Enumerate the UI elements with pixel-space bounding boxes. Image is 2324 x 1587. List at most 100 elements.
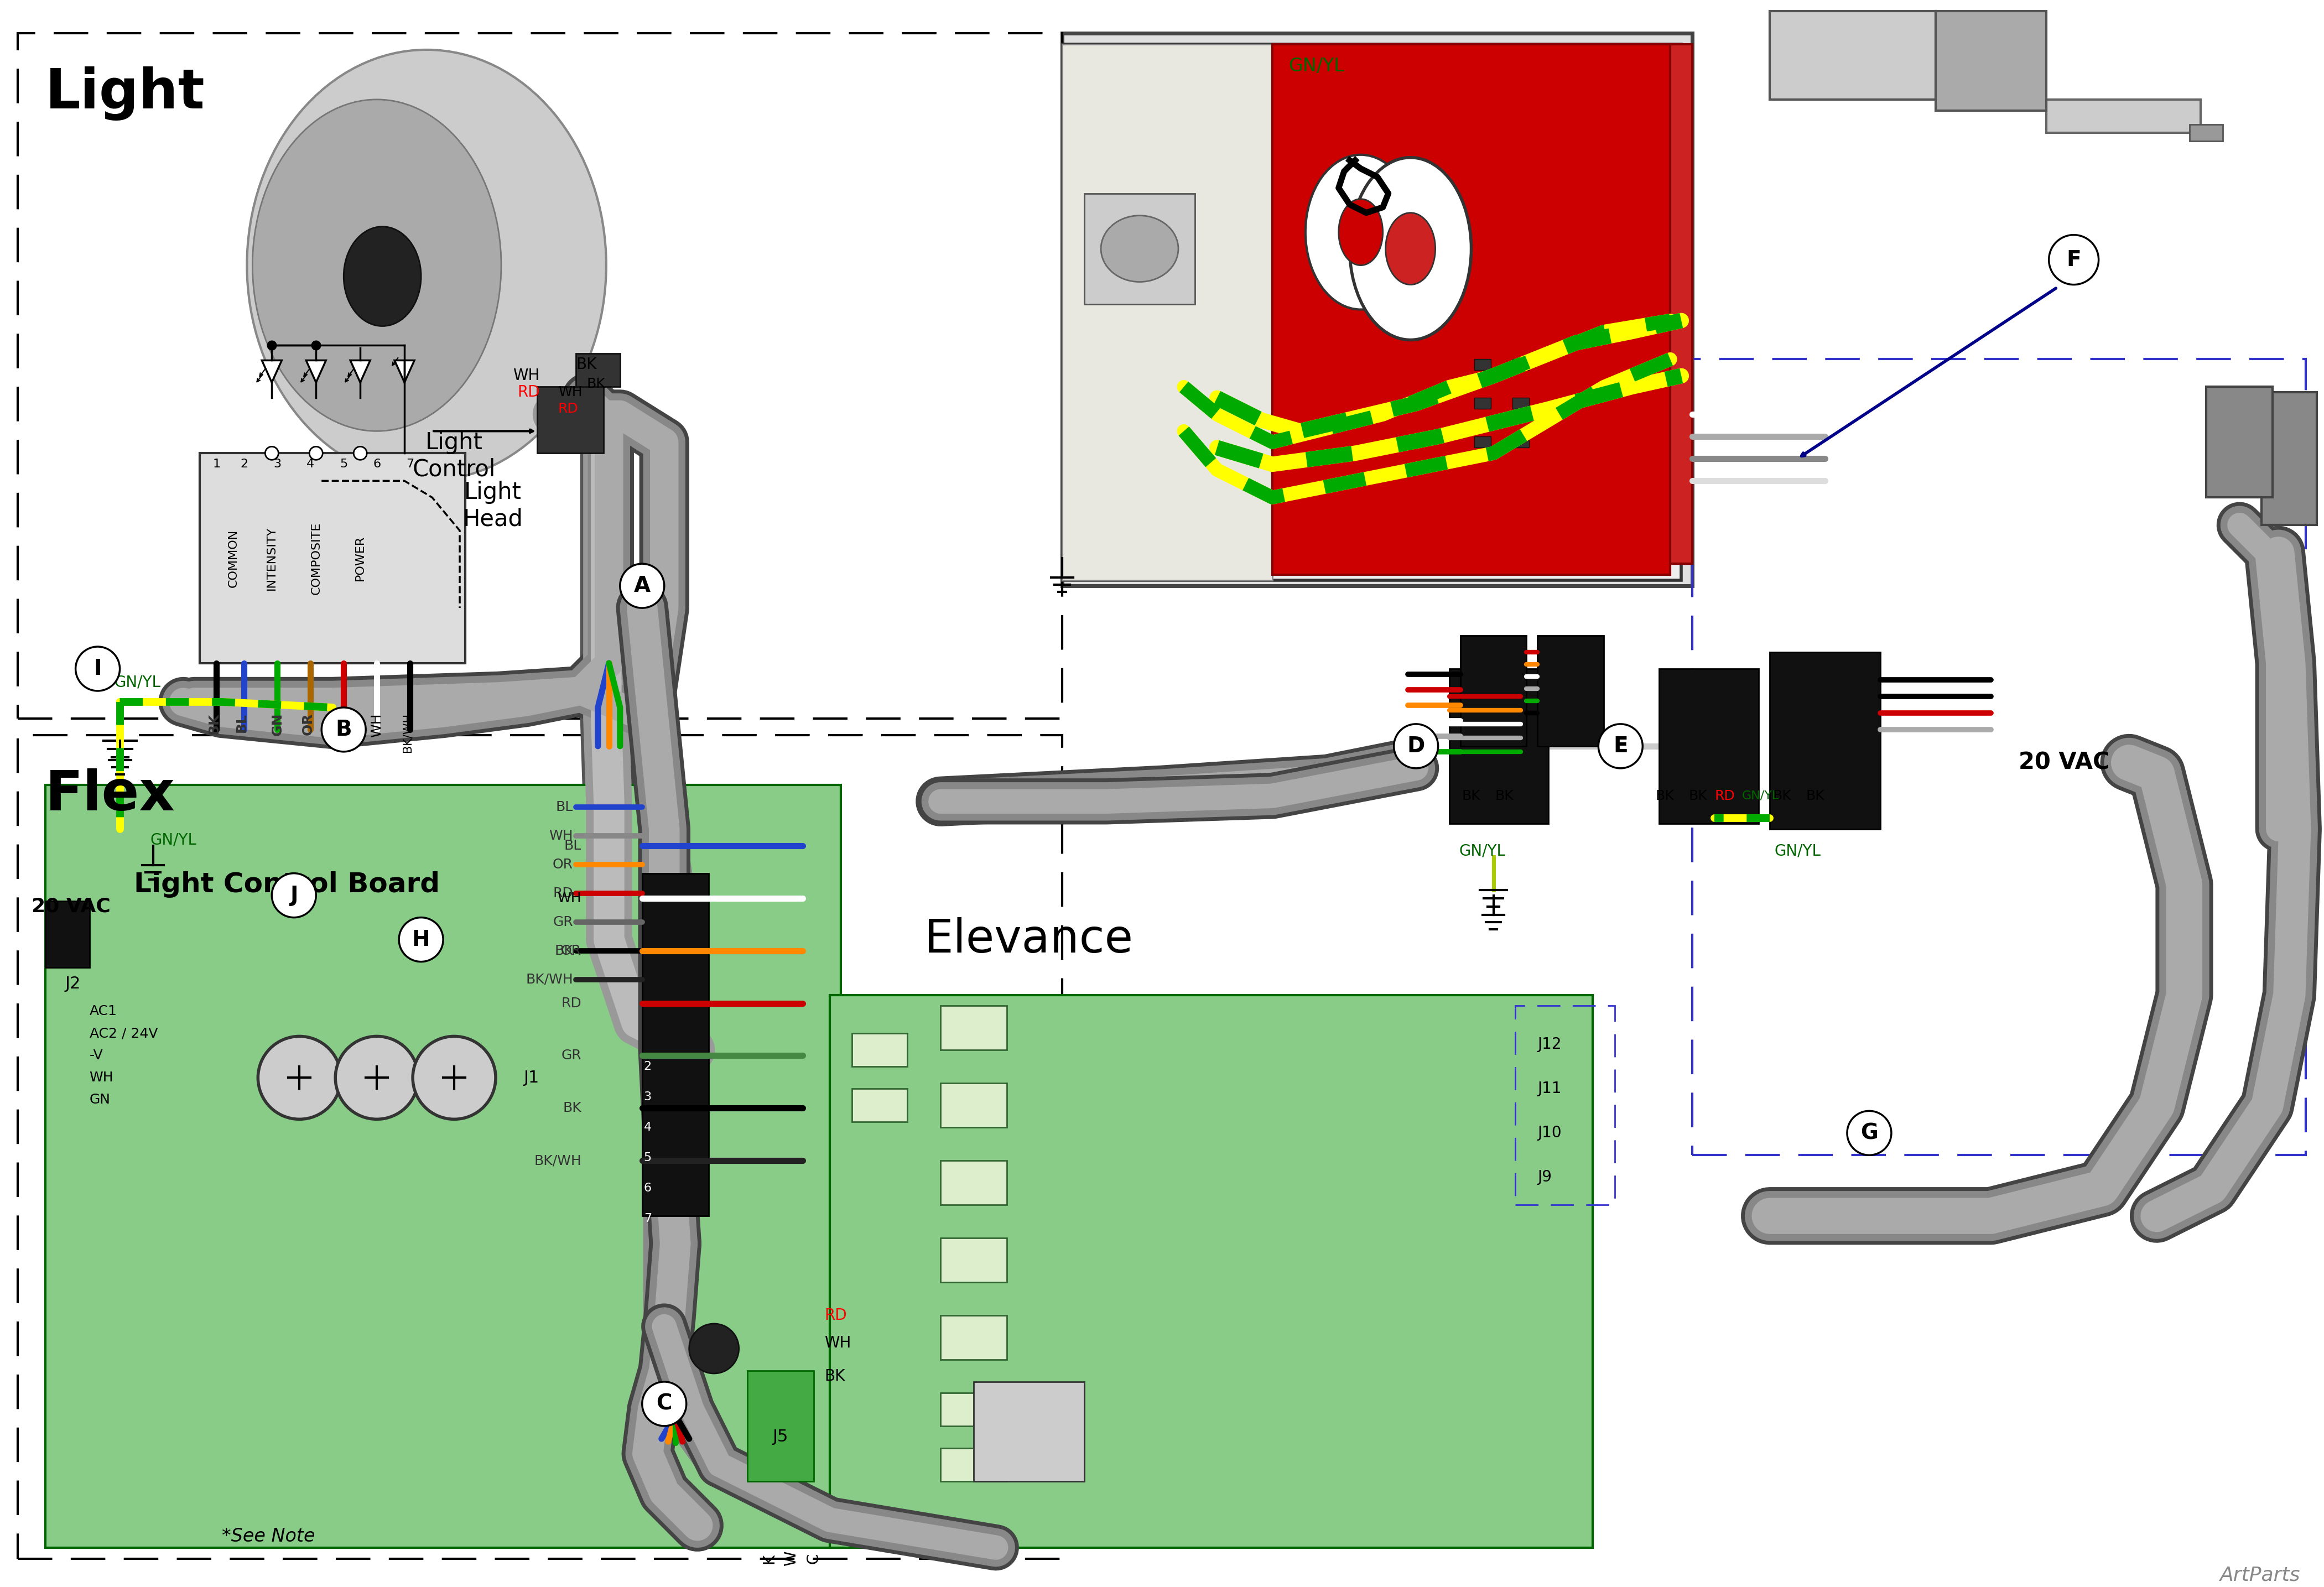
Bar [1659,668,1759,824]
Text: 20 VAC: 20 VAC [2020,751,2110,774]
Text: GR: GR [553,916,574,928]
Bar [1513,359,1529,370]
Text: GN/YL: GN/YL [151,832,198,847]
Text: RD: RD [335,713,349,735]
Bar [941,1006,1006,1051]
Circle shape [353,446,367,460]
Bar [19,735,1062,1558]
Text: GN/YL: GN/YL [1287,57,1343,76]
Text: J5: J5 [772,1428,788,1446]
Text: 5: 5 [339,459,349,470]
Text: -V: -V [88,1049,102,1062]
Ellipse shape [1306,156,1415,309]
Bar [1771,652,1880,828]
Text: 7: 7 [644,1212,651,1224]
Bar [1306,44,1692,563]
Circle shape [321,708,365,752]
Bar [2045,100,2201,133]
Circle shape [265,446,279,460]
Circle shape [621,563,665,608]
Circle shape [1599,724,1643,768]
Text: F: F [2066,249,2080,270]
Ellipse shape [344,227,421,325]
Text: Light
Control: Light Control [414,432,495,481]
Bar [2205,387,2273,497]
Bar [576,354,621,387]
Bar [941,1160,1006,1205]
Text: H: H [411,928,430,951]
Bar [1271,44,1671,574]
Text: COMMON: COMMON [228,528,239,587]
Bar [537,387,604,454]
Text: I: I [93,659,102,679]
Bar [2261,392,2317,525]
Text: BK/WH: BK/WH [402,713,414,752]
Bar [44,786,841,1547]
Text: Light: Light [44,67,205,121]
Bar [853,1033,906,1066]
Text: 6: 6 [372,459,381,470]
Text: *See Note: *See Note [223,1527,316,1546]
Text: GN/YL: GN/YL [114,674,160,690]
Bar [1450,668,1548,824]
Bar [1771,11,1936,100]
Text: BK: BK [207,713,221,735]
Bar [941,1316,1006,1360]
Text: B: B [335,719,351,740]
Text: WH: WH [548,828,574,843]
Bar [746,1371,813,1481]
Bar [974,1382,1085,1481]
Text: BK: BK [1690,789,1708,803]
Text: AC1: AC1 [88,1005,116,1019]
Text: GN: GN [270,713,284,736]
Text: GR: GR [560,1049,581,1062]
Text: GN/YL: GN/YL [1773,843,1820,859]
Text: C: C [806,1554,820,1563]
Circle shape [335,1036,418,1119]
Text: J11: J11 [1538,1081,1562,1097]
Text: ArtParts: ArtParts [2219,1566,2301,1584]
Circle shape [258,1036,342,1119]
Text: BK: BK [1806,789,1824,803]
Text: 2: 2 [644,1062,651,1073]
Text: BK/WH: BK/WH [535,1154,581,1168]
Text: WH: WH [514,368,539,384]
Bar [830,995,1592,1547]
Bar [641,873,709,1216]
Bar [1062,44,1271,581]
Text: BK: BK [825,1368,846,1384]
Circle shape [400,917,444,962]
Text: A: A [634,576,651,597]
Text: BK: BK [576,357,597,373]
Polygon shape [307,360,325,382]
Text: BL: BL [235,713,249,732]
Bar [941,1393,1006,1427]
Text: E: E [1613,736,1627,757]
Text: 5: 5 [644,1152,651,1163]
Bar [941,1447,1006,1481]
Text: OR: OR [553,859,574,871]
Bar [1473,398,1490,409]
Bar [1473,359,1490,370]
Text: BK: BK [562,1101,581,1114]
Text: C: C [655,1393,672,1414]
Text: Elevance: Elevance [925,917,1134,962]
Text: K: K [762,1554,776,1563]
Bar [941,1084,1006,1127]
Bar [1459,636,1527,746]
Text: RD: RD [825,1308,846,1324]
Text: BL: BL [555,800,574,814]
Text: 4: 4 [644,1122,651,1133]
Ellipse shape [1385,213,1436,284]
Text: INTENSITY: INTENSITY [267,527,277,590]
Circle shape [690,1324,739,1373]
Text: J9: J9 [1538,1170,1552,1185]
Text: 3: 3 [644,1092,651,1103]
Text: J12: J12 [1538,1036,1562,1052]
Bar [1085,194,1195,305]
Polygon shape [263,360,281,382]
Bar [1515,1006,1615,1205]
Text: BK: BK [588,378,607,390]
Text: BL: BL [565,840,581,852]
Text: COMPOSITE: COMPOSITE [311,522,321,595]
